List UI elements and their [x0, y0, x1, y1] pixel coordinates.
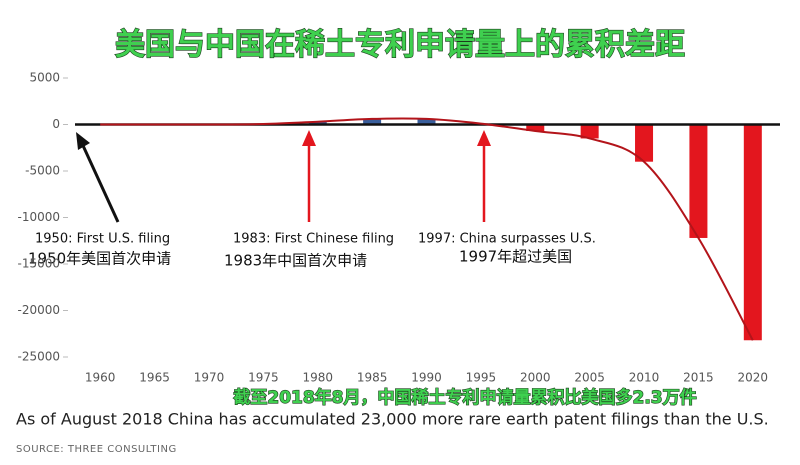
x-tick-label: 1965: [139, 371, 170, 385]
x-tick-label: 1975: [248, 371, 279, 385]
x-tick-label: 2000: [520, 371, 551, 385]
y-tick-label: -5000: [25, 164, 60, 178]
bar: [308, 121, 327, 125]
y-tick-label: -25000: [17, 350, 60, 364]
x-tick-label: 2020: [738, 371, 769, 385]
x-tick-label: 1985: [357, 371, 388, 385]
caption: As of August 2018 China has accumulated …: [16, 410, 769, 429]
bar: [526, 124, 545, 132]
x-tick-label: 1980: [302, 371, 333, 385]
bar: [743, 124, 762, 341]
y-tick-label: -10000: [17, 210, 60, 224]
annotation: 1983年中国首次申请: [224, 252, 367, 270]
chart-title: 美国与中国在稀土专利申请量上的累积差距: [115, 28, 685, 63]
bar: [635, 124, 654, 162]
arrow-head: [477, 130, 491, 146]
source: SOURCE: THREE CONSULTING: [16, 444, 177, 455]
subtitle: 截至2018年8月，中国稀土专利申请量累积比美国多2.3万件: [233, 387, 696, 408]
annotation: 1997年超过美国: [459, 248, 572, 266]
bar: [417, 118, 436, 125]
x-tick-label: 1960: [85, 371, 116, 385]
bar: [363, 118, 382, 125]
x-tick-label: 1970: [194, 371, 225, 385]
bar: [580, 124, 599, 139]
annotation: 1983: First Chinese filing: [233, 232, 394, 247]
x-tick-label: 1995: [466, 371, 497, 385]
annotation: 1950年美国首次申请: [28, 250, 171, 268]
x-tick-label: 2015: [683, 371, 714, 385]
y-tick-label: 5000: [29, 71, 60, 85]
annotation: 1997: China surpasses U.S.: [418, 232, 596, 247]
y-tick-label: -20000: [17, 303, 60, 317]
arrow-head: [76, 132, 90, 150]
trend-line: [100, 117, 754, 341]
annotation: 1950: First U.S. filing: [35, 232, 170, 247]
bar: [689, 124, 708, 238]
y-tick-label: -15000: [17, 257, 60, 271]
x-tick-label: 2005: [574, 371, 605, 385]
arrow: [78, 138, 120, 223]
x-tick-label: 1990: [411, 371, 442, 385]
arrow-head: [302, 130, 316, 146]
y-tick-label: 0: [52, 117, 60, 131]
x-tick-label: 2010: [629, 371, 660, 385]
arrows: [76, 130, 491, 223]
